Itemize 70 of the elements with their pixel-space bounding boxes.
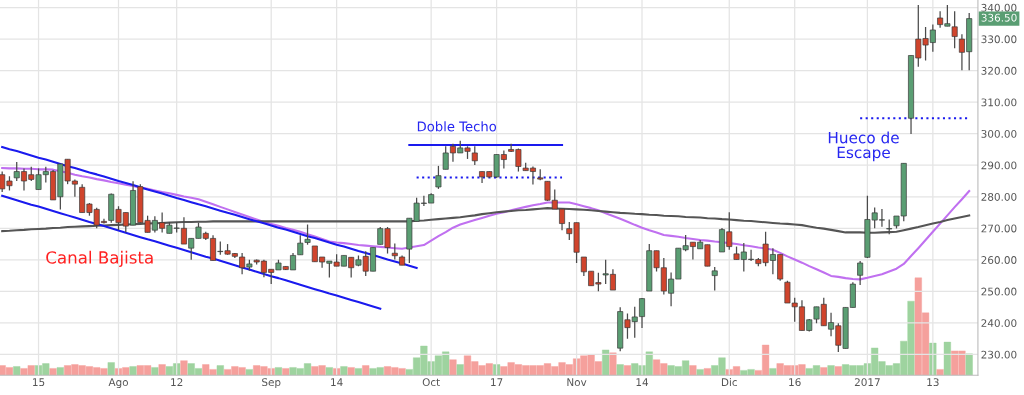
bar	[827, 365, 835, 376]
x-tick-label: 17	[491, 378, 503, 386]
bar	[274, 367, 283, 376]
x-tick-label: 15	[33, 378, 45, 387]
y-tick-label: 270.00	[981, 224, 1017, 233]
annotation: 336.50	[981, 13, 1017, 22]
x-tick-label: Sep	[262, 378, 281, 389]
bar	[616, 364, 624, 376]
y-tick-label: 290.00	[981, 161, 1017, 170]
y-tick-label: 340.00	[981, 3, 1017, 12]
bar	[325, 367, 333, 376]
x-tick-label: 16	[789, 378, 801, 387]
bar	[347, 367, 355, 376]
bar	[820, 367, 828, 376]
bar	[340, 366, 348, 376]
bar	[602, 349, 610, 376]
bar	[362, 365, 370, 376]
x-tick-label: Oct	[422, 378, 440, 387]
x-tick-label: 14	[331, 378, 343, 386]
y-tick-label: 230.00	[981, 350, 1017, 359]
bar	[943, 341, 951, 376]
candlestick	[857, 260, 864, 286]
annotation: Canal Bajista	[46, 250, 153, 267]
bar	[965, 353, 973, 376]
bar	[929, 342, 937, 376]
annotation: Hueco de Escape	[828, 131, 899, 162]
bar	[49, 368, 57, 376]
x-tick-label: Nov	[567, 378, 587, 387]
x-tick-label: 12	[171, 378, 183, 386]
bar	[769, 368, 777, 376]
bar	[129, 366, 137, 376]
candlestick	[435, 165, 442, 190]
bar	[151, 367, 159, 376]
bar	[609, 352, 617, 376]
annotation: Doble Techo	[417, 121, 497, 132]
bar	[282, 368, 290, 376]
line-series	[1, 194, 382, 310]
candlestick	[711, 266, 718, 292]
y-tick-label: 330.00	[981, 35, 1017, 44]
x-tick-label: Dic	[721, 378, 737, 387]
x-tick-label: 13	[927, 378, 939, 387]
line-series	[1, 145, 418, 270]
x-tick-label: 14	[636, 378, 649, 386]
y-tick-label: 310.00	[981, 98, 1017, 107]
bar	[936, 369, 944, 376]
bar	[696, 369, 704, 376]
bar	[107, 362, 115, 376]
bar	[449, 359, 457, 376]
bar	[180, 360, 188, 376]
bar	[245, 369, 253, 376]
bar	[216, 365, 224, 376]
x-tick-label: 2017	[854, 378, 880, 387]
y-tick-label: 280.00	[981, 193, 1017, 201]
bar	[456, 364, 464, 376]
y-tick-label: 240.00	[981, 319, 1017, 328]
y-tick-label: 260.00	[981, 256, 1017, 264]
y-tick-label: 320.00	[981, 66, 1017, 75]
bar	[13, 366, 21, 376]
line-series	[1, 167, 971, 281]
candlestick	[471, 145, 478, 166]
bar	[158, 364, 166, 376]
bar	[56, 367, 64, 376]
bar	[834, 366, 842, 376]
x-tick-label: Ago	[108, 378, 128, 389]
bar	[354, 368, 362, 376]
bar	[689, 365, 697, 376]
y-tick-label: 300.00	[981, 129, 1017, 138]
y-tick-label: 250.00	[981, 287, 1017, 296]
bar	[703, 368, 711, 376]
bar	[623, 365, 632, 376]
